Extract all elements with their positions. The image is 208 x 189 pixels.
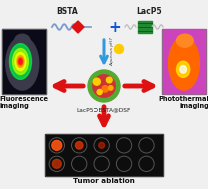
Text: Photothermal
imaging: Photothermal imaging bbox=[159, 96, 208, 109]
Ellipse shape bbox=[17, 56, 24, 67]
Circle shape bbox=[97, 89, 102, 94]
Circle shape bbox=[52, 140, 62, 150]
Text: BSTA: BSTA bbox=[56, 7, 78, 16]
Ellipse shape bbox=[169, 37, 199, 90]
Ellipse shape bbox=[15, 34, 30, 47]
Circle shape bbox=[76, 142, 83, 149]
Text: Aqueous pH7: Aqueous pH7 bbox=[110, 36, 114, 66]
Ellipse shape bbox=[177, 34, 193, 47]
Bar bbox=[2, 29, 46, 94]
Bar bbox=[2, 29, 46, 94]
Bar bbox=[162, 29, 206, 94]
Ellipse shape bbox=[19, 60, 22, 64]
Circle shape bbox=[88, 70, 120, 102]
Ellipse shape bbox=[6, 37, 39, 90]
Circle shape bbox=[52, 159, 61, 168]
Circle shape bbox=[93, 75, 115, 97]
Ellipse shape bbox=[177, 61, 190, 77]
Text: Fluorescence
imaging: Fluorescence imaging bbox=[0, 96, 48, 109]
Bar bbox=[45, 134, 163, 176]
Circle shape bbox=[109, 86, 113, 90]
Ellipse shape bbox=[10, 44, 31, 79]
Circle shape bbox=[93, 78, 100, 85]
Ellipse shape bbox=[18, 58, 23, 65]
Text: +: + bbox=[109, 19, 121, 35]
Circle shape bbox=[102, 86, 108, 92]
Bar bbox=[138, 21, 152, 33]
Circle shape bbox=[114, 44, 124, 53]
Ellipse shape bbox=[180, 65, 186, 73]
Bar bbox=[162, 29, 206, 94]
Ellipse shape bbox=[15, 52, 26, 71]
Text: LacP5: LacP5 bbox=[136, 7, 162, 16]
Polygon shape bbox=[72, 21, 84, 33]
Text: LacP5⊃BSTA@DSF: LacP5⊃BSTA@DSF bbox=[77, 107, 131, 112]
Text: Tumor ablation: Tumor ablation bbox=[73, 178, 135, 184]
Circle shape bbox=[106, 77, 112, 83]
Ellipse shape bbox=[12, 49, 28, 74]
Bar bbox=[45, 134, 163, 176]
Circle shape bbox=[99, 142, 105, 148]
